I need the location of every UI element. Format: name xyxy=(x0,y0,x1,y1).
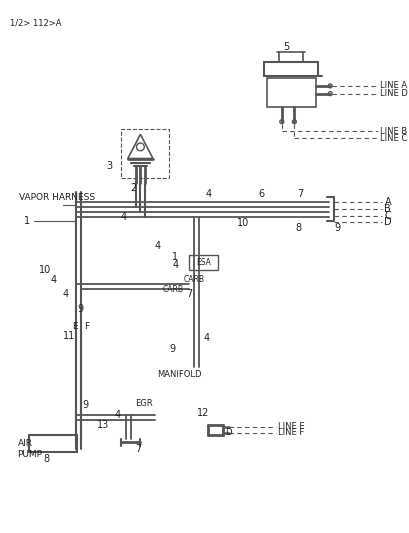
Text: 7: 7 xyxy=(185,289,192,299)
Polygon shape xyxy=(128,134,153,158)
Text: CARB: CARB xyxy=(184,275,204,284)
Text: 1: 1 xyxy=(24,216,30,227)
Text: 9: 9 xyxy=(82,400,88,410)
Text: 4: 4 xyxy=(114,410,120,420)
Text: 1/2> 112>A: 1/2> 112>A xyxy=(10,19,61,28)
Bar xyxy=(29,434,77,452)
Text: D: D xyxy=(384,217,391,228)
Text: 4: 4 xyxy=(63,289,69,299)
Text: ESA: ESA xyxy=(196,257,210,266)
Text: 4: 4 xyxy=(204,189,211,199)
Text: 10: 10 xyxy=(38,265,51,275)
Text: D: D xyxy=(225,428,231,437)
Text: VAPOR HARNESS: VAPOR HARNESS xyxy=(19,193,95,202)
Text: 9: 9 xyxy=(333,223,339,233)
Text: 8: 8 xyxy=(294,223,301,233)
Text: 6: 6 xyxy=(258,189,264,199)
Text: 9: 9 xyxy=(169,344,175,354)
Text: LINE A: LINE A xyxy=(379,82,406,91)
Bar xyxy=(121,130,169,178)
Text: 2: 2 xyxy=(130,183,137,192)
Bar xyxy=(189,255,217,270)
Text: LINE E: LINE E xyxy=(277,422,304,431)
Text: 4: 4 xyxy=(155,241,161,251)
Text: LINE C: LINE C xyxy=(379,134,406,143)
Text: AIR
PUMP: AIR PUMP xyxy=(18,439,42,459)
Text: MANIFOLD: MANIFOLD xyxy=(157,370,201,379)
Text: 4: 4 xyxy=(172,260,178,270)
Text: 5: 5 xyxy=(283,42,289,52)
Text: F: F xyxy=(84,321,89,330)
Text: 13: 13 xyxy=(97,420,109,430)
Text: 3: 3 xyxy=(106,161,112,171)
Text: 11: 11 xyxy=(63,331,75,341)
Text: 7: 7 xyxy=(297,189,303,199)
Text: E: E xyxy=(72,321,78,330)
Text: A: A xyxy=(384,197,390,207)
Text: 1: 1 xyxy=(172,252,178,262)
Text: C: C xyxy=(384,211,390,221)
Text: 9: 9 xyxy=(77,304,83,313)
Text: CARB: CARB xyxy=(162,285,183,294)
Text: EGR: EGR xyxy=(135,399,153,408)
Text: 4: 4 xyxy=(50,274,56,285)
Text: 4: 4 xyxy=(121,212,127,222)
Text: 10: 10 xyxy=(237,219,249,229)
Text: LINE B: LINE B xyxy=(379,127,406,136)
Text: 7: 7 xyxy=(135,444,142,454)
Text: 4: 4 xyxy=(203,333,209,343)
Text: B: B xyxy=(384,204,390,214)
Text: 12: 12 xyxy=(196,408,209,418)
Text: 8: 8 xyxy=(43,454,49,464)
Text: LINE F: LINE F xyxy=(277,428,303,437)
Bar xyxy=(267,78,315,107)
Text: LINE D: LINE D xyxy=(379,89,407,98)
